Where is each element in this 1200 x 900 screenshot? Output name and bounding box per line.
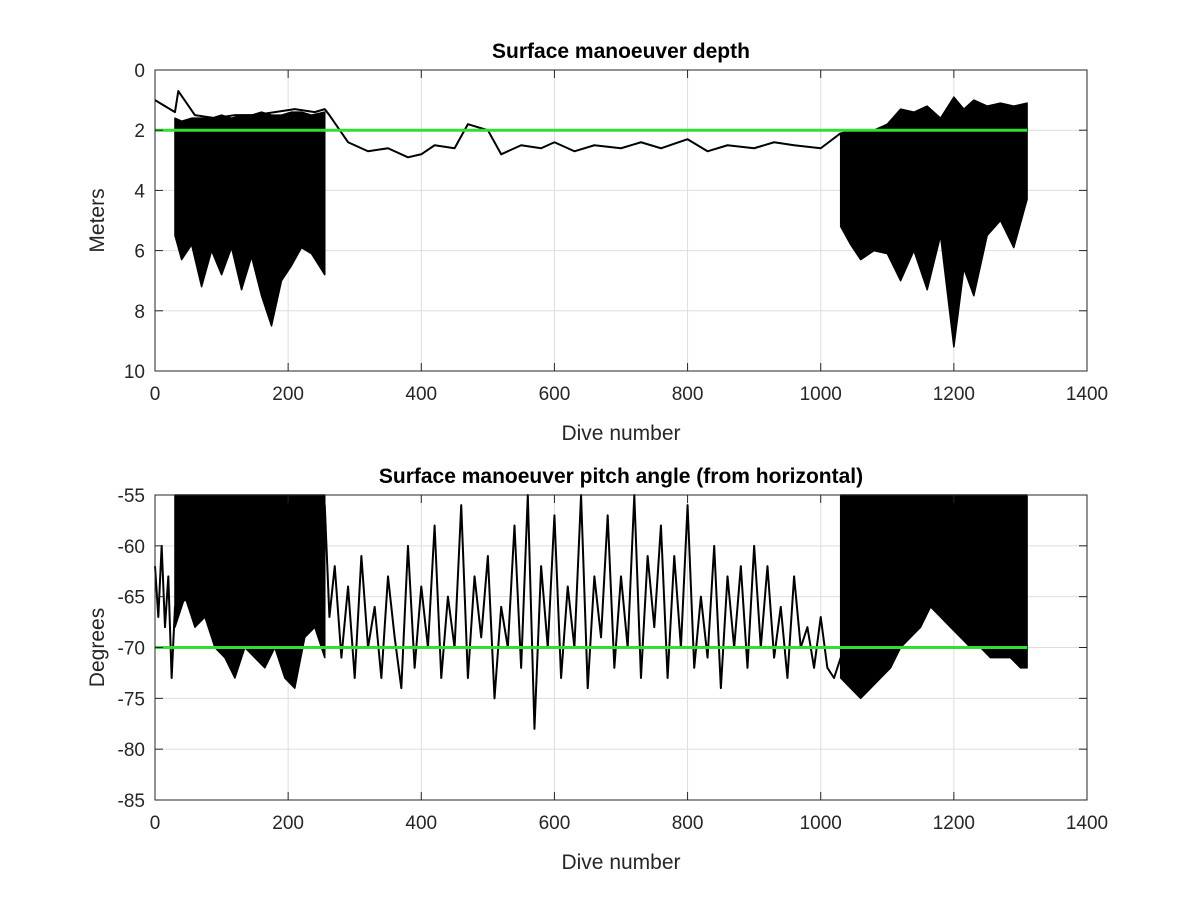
depth-chart-title: Surface manoeuver depth (492, 40, 750, 63)
depth-axes-frame (154, 69, 1088, 372)
depth-x-tick-label: 200 (272, 384, 304, 405)
depth-y-tick-label: 8 (134, 302, 145, 323)
pitch-y-tick-label: -65 (118, 588, 145, 609)
pitch-x-tick-label: 0 (150, 813, 161, 834)
depth-y-tick-label: 6 (134, 242, 145, 263)
depth-chart: 0 200 400 600 800 1000 1200 1400 0 2 4 6 8 10 Surface … (86, 40, 1108, 445)
depth-x-tick-label: 1000 (800, 384, 842, 405)
depth-y-tick-label: 2 (134, 121, 145, 142)
pitch-y-tick-label: -85 (118, 791, 145, 812)
depth-series-line (154, 90, 842, 159)
depth-x-axis-label: Dive number (561, 422, 680, 445)
pitch-x-tick-label: 1200 (933, 813, 975, 834)
depth-x-tick-label: 600 (539, 384, 571, 405)
depth-y-tick-label: 4 (134, 181, 145, 202)
pitch-series-line (154, 494, 842, 730)
depth-y-tick-label: 0 (134, 61, 145, 82)
pitch-x-axis-label: Dive number (561, 851, 680, 874)
depth-x-tick-label: 400 (405, 384, 437, 405)
depth-dense-band (839, 96, 1028, 348)
depth-x-tick-label: 0 (150, 384, 161, 405)
depth-y-axis-label: Meters (86, 188, 109, 252)
depth-x-tick-label: 1200 (933, 384, 975, 405)
pitch-x-tick-label: 1400 (1066, 813, 1108, 834)
pitch-x-tick-label: 1000 (800, 813, 842, 834)
depth-x-tick-label: 1400 (1066, 384, 1108, 405)
pitch-y-tick-label: -70 (118, 639, 145, 660)
pitch-y-tick-label: -60 (118, 537, 145, 558)
pitch-chart: 0 200 400 600 800 1000 1200 1400 -85 -80 -75 -70 -65… (86, 465, 1108, 874)
pitch-x-tick-label: 400 (405, 813, 437, 834)
pitch-chart-title: Surface manoeuver pitch angle (from hori… (379, 465, 863, 488)
depth-x-tick-label: 800 (672, 384, 704, 405)
pitch-y-axis-label: Degrees (86, 608, 109, 687)
pitch-x-tick-label: 800 (672, 813, 704, 834)
pitch-x-tick-label: 600 (539, 813, 571, 834)
pitch-x-tick-label: 200 (272, 813, 304, 834)
pitch-y-tick-label: -55 (118, 486, 145, 507)
pitch-y-tick-label: -80 (118, 740, 145, 761)
pitch-y-tick-label: -75 (118, 689, 145, 710)
depth-y-tick-label: 10 (124, 362, 145, 383)
